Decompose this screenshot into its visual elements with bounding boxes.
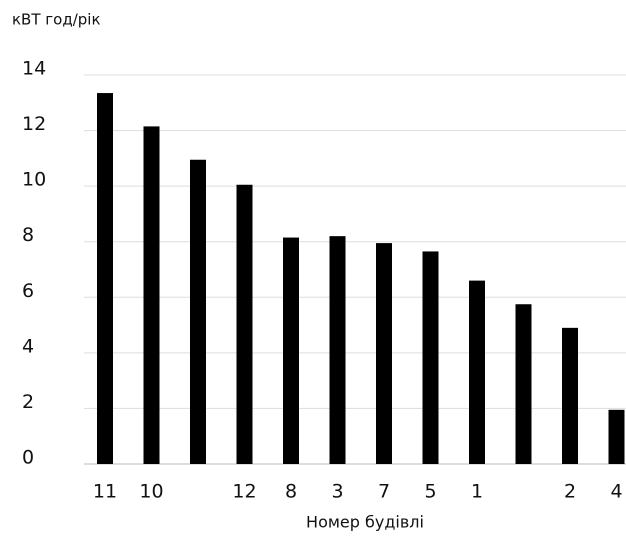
x-axis-title: Номер будівлі [306, 513, 424, 532]
y-tick-label: 4 [22, 335, 34, 357]
x-tick-label: 2 [564, 481, 576, 503]
bar [562, 327, 578, 464]
y-axis-title: кВТ год/рік [12, 11, 101, 29]
x-tick-label: 4 [610, 481, 622, 503]
x-tick-label: 1 [471, 481, 483, 503]
bar [469, 280, 485, 464]
x-tick-label: 12 [232, 481, 256, 503]
bar [143, 126, 160, 465]
y-tick-label: 6 [22, 280, 34, 302]
bar [329, 236, 346, 464]
bar [97, 93, 113, 464]
y-tick-label: 0 [22, 447, 34, 469]
y-tick-label: 8 [22, 224, 34, 246]
bar [608, 409, 625, 464]
x-tick-label: 3 [331, 481, 343, 503]
bar [190, 159, 206, 464]
x-tick-label: 10 [139, 481, 163, 503]
bar [515, 304, 532, 464]
bar [236, 184, 253, 464]
x-tick-label: 11 [93, 481, 117, 503]
x-tick-label: 7 [378, 481, 390, 503]
y-tick-label: 2 [22, 391, 34, 413]
bar [422, 251, 439, 464]
y-tick-label: 14 [22, 58, 46, 80]
y-tick-label: 10 [22, 169, 46, 191]
bar [376, 243, 392, 464]
bar [283, 237, 299, 464]
x-tick-label: 8 [285, 481, 297, 503]
x-tick-label: 5 [424, 481, 436, 503]
y-tick-label: 12 [22, 113, 46, 135]
